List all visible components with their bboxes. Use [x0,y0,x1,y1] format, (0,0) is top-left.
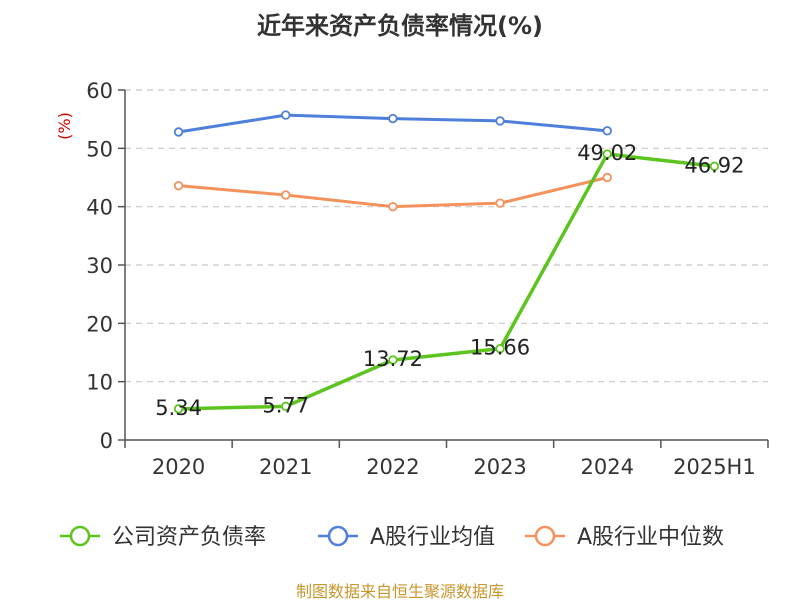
legend-swatch-marker [534,525,556,547]
series-point [281,401,291,412]
chart-title: 近年来资产负债率情况(%) [257,12,543,40]
series-point [388,201,398,212]
series-point [173,404,184,414]
series-point [281,190,291,200]
legend-swatch-marker [327,525,349,547]
series-point [388,355,398,365]
y-tick-label: 10 [86,371,113,395]
legend-label: 公司资产负债率 [112,525,266,550]
y-tick-label: 20 [86,312,113,336]
y-tick-label: 30 [86,254,113,278]
y-axis-unit: (%) [55,112,74,140]
source-note: 制图数据来自恒生聚源数据库 [295,582,504,601]
y-tick-label: 40 [86,196,113,220]
x-tick-label: 2020 [152,455,205,479]
series-point [495,343,505,354]
series-layer [173,110,720,414]
grid-layer [125,89,768,383]
axis-layer: 0 10 20 30 40 50 60 2020 2021 2022 2023 2024 2025H1 (… [55,79,769,479]
legend-label: A股行业中位数 [577,525,724,550]
legend-label: A股行业均值 [370,525,495,550]
x-tick-label: 2021 [259,455,312,479]
series-point [602,149,612,159]
legend-swatch-marker [69,525,91,547]
data-label: 49.02 [577,141,637,165]
data-label: 13.72 [363,347,423,371]
series-point [388,113,398,124]
y-tick-label: 50 [86,137,113,161]
x-tick-label: 2022 [366,455,419,479]
series-point [602,172,612,183]
data-label: 15.66 [470,336,530,360]
x-tick-label: 2023 [473,455,526,479]
series-point [495,116,505,126]
legend: 公司资产负债率 A股行业均值 A股行业中位数 [60,525,724,550]
x-tick-label: 2024 [581,455,634,479]
data-label: 46.92 [684,153,744,177]
data-label: 5.34 [155,396,202,420]
series-point [173,127,184,137]
series-point [281,110,291,120]
label-layer: 5.34 5.77 13.72 15.66 49.02 46.92 [155,141,744,420]
y-tick-label: 0 [100,429,113,453]
y-tick-label: 60 [86,79,113,103]
series-point [602,126,612,136]
x-tick-label: 2025H1 [673,455,756,479]
series-line [178,152,715,411]
series-point [495,198,505,208]
series-point [173,180,184,191]
series-point [709,161,720,171]
data-label: 5.77 [262,393,309,417]
